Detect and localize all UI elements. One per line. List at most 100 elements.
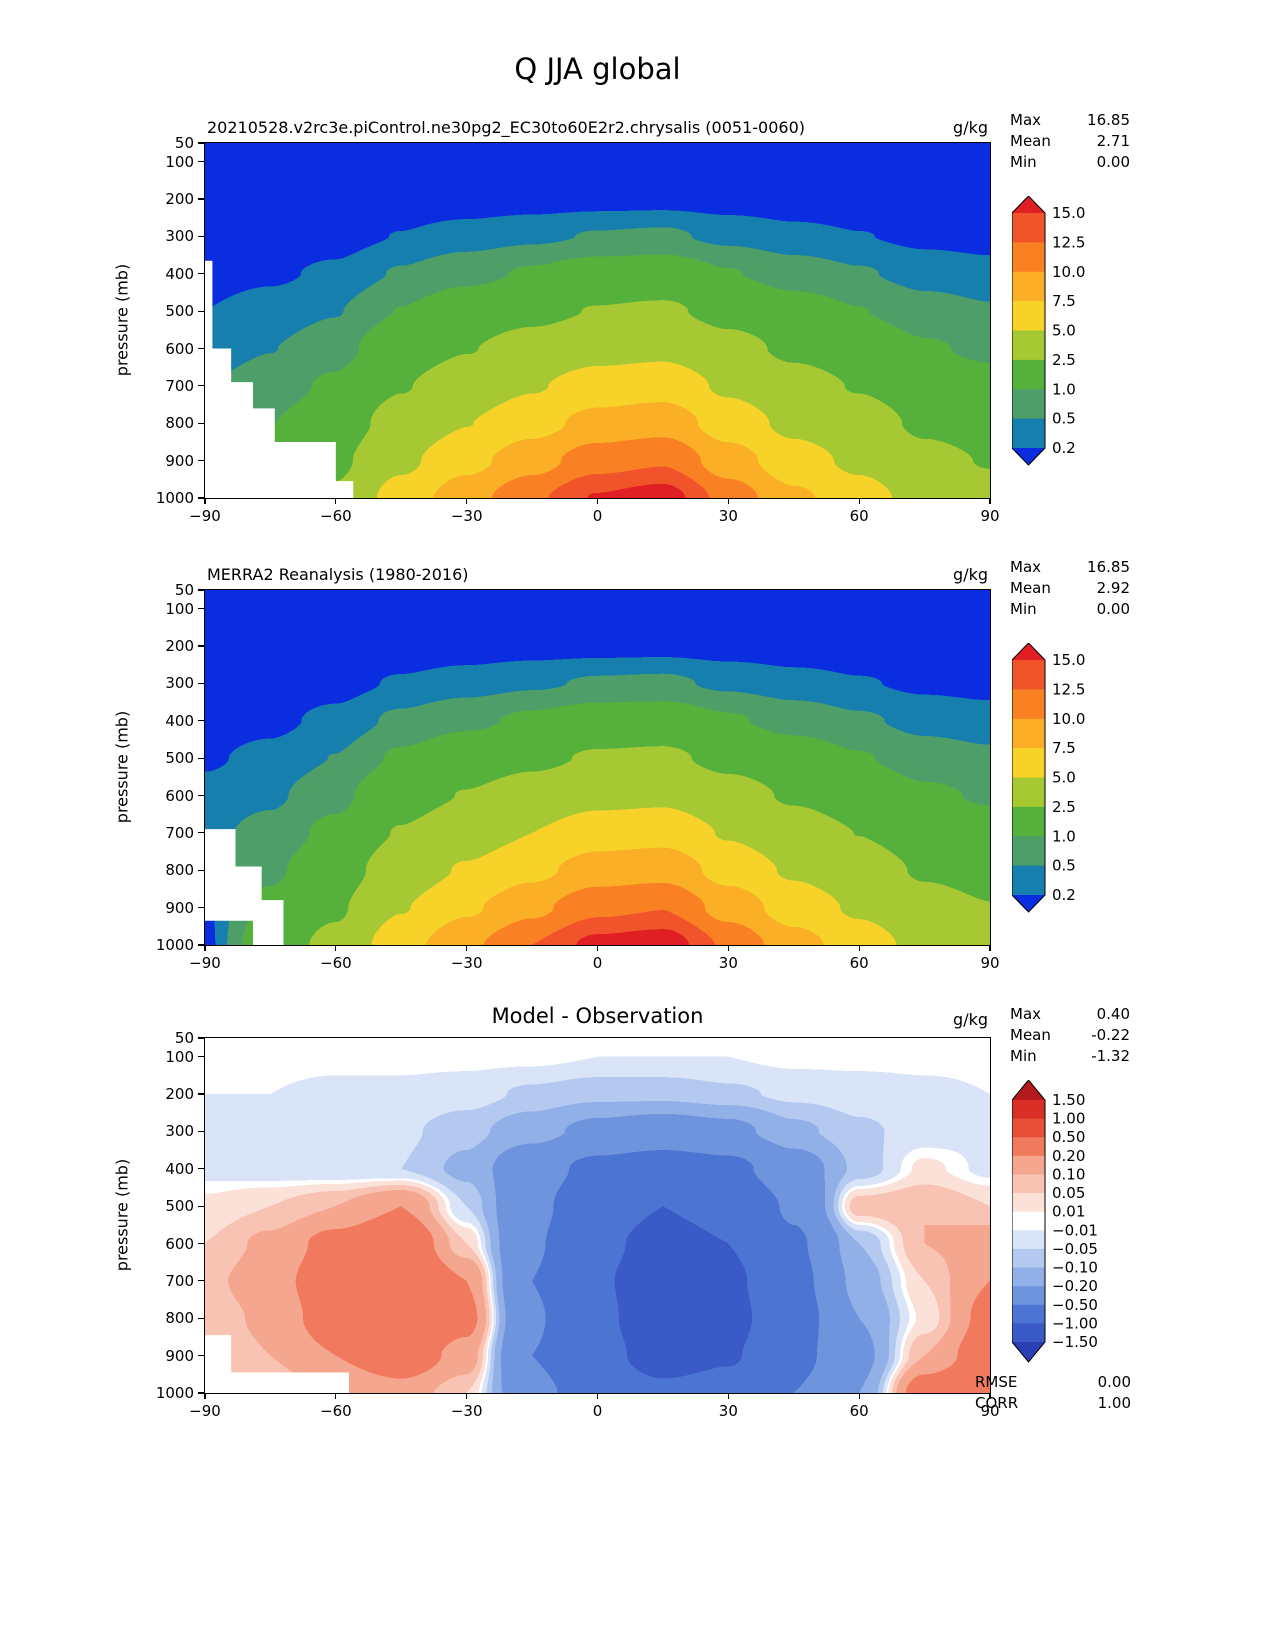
y-tick-label: 800 (165, 414, 194, 433)
y-tick (198, 1093, 204, 1095)
y-tick (198, 235, 204, 237)
x-tick-label: −30 (450, 507, 483, 525)
y-tick-label: 50 (174, 134, 194, 152)
x-tick (727, 498, 729, 504)
colorbar-tick-label: 7.5 (1052, 739, 1076, 757)
y-tick (198, 794, 204, 797)
colorbar-band (1012, 389, 1045, 420)
colorbar-tick-label: 0.20 (1052, 1147, 1085, 1165)
y-tick-label: 700 (165, 823, 194, 842)
colorbar-outline (1011, 195, 1046, 466)
y-tick-label: 300 (165, 227, 194, 246)
x-tick (989, 945, 991, 951)
x-tick (989, 498, 991, 504)
y-tick-label: 900 (165, 1346, 194, 1365)
x-tick-label: −60 (320, 507, 352, 525)
panel2-contour-canvas (205, 590, 990, 945)
colorbar-band (1012, 330, 1045, 361)
y-tick (198, 310, 204, 312)
x-tick-label: 0 (592, 1402, 603, 1420)
colorbar-band (1012, 1100, 1045, 1120)
panel3-colorbar: 1.50 1.00 0.50 0.20 0.10 0.05 0.01 −0.01 −0.05 −0… (1011, 1079, 1122, 1376)
corr-label: CORR (975, 1394, 1019, 1412)
panel1-mean-value: 2.71 (1096, 132, 1130, 150)
y-tick-label: 700 (165, 1271, 194, 1290)
colorbar-tick-label: 15.0 (1052, 204, 1085, 222)
panel3-y-axis-label: pressure (mb) (112, 1158, 132, 1272)
panel3-contour-canvas (205, 1038, 990, 1393)
panel1-contour-canvas (205, 143, 990, 498)
y-tick-label: 100 (165, 1047, 194, 1066)
y-tick (198, 142, 204, 144)
colorbar-band (1012, 1230, 1045, 1250)
colorbar-tick-label: 5.0 (1052, 322, 1076, 340)
y-tick (198, 1355, 204, 1357)
rmse-label: RMSE (975, 1373, 1018, 1391)
y-tick (198, 720, 204, 722)
y-tick (198, 944, 204, 946)
colorbar-arrow (1012, 1341, 1045, 1362)
colorbar-tick-label: 12.5 (1052, 680, 1085, 698)
colorbar-tick-label: 0.2 (1052, 439, 1076, 457)
colorbar-arrow (1012, 643, 1045, 660)
y-tick-label: 700 (165, 376, 194, 395)
colorbar-band (1012, 1248, 1045, 1268)
y-tick (198, 1037, 204, 1039)
x-tick (466, 1393, 468, 1399)
colorbar-tick-label: 0.01 (1052, 1203, 1085, 1221)
colorbar-arrow (1012, 1080, 1045, 1100)
y-tick (198, 1317, 204, 1319)
colorbar-tick-label: 5.0 (1052, 769, 1076, 787)
panel3-min-label: Min (1010, 1047, 1037, 1065)
x-tick-label: −90 (189, 1402, 221, 1420)
y-tick (198, 497, 204, 499)
panel2-units: g/kg (953, 565, 988, 584)
y-tick (198, 1168, 204, 1170)
y-tick-label: 1000 (155, 936, 194, 954)
colorbar-band (1012, 1211, 1045, 1231)
x-tick-label: −90 (189, 954, 221, 972)
panel1-min-value: 0.00 (1096, 153, 1130, 171)
x-tick-label: 90 (980, 507, 1000, 525)
panel2-y-axis-label: pressure (mb) (112, 710, 132, 824)
x-tick-label: 30 (718, 954, 738, 972)
colorbar-tick-label: −1.00 (1052, 1314, 1098, 1332)
panel1-min-label: Min (1010, 153, 1037, 171)
panel3-mean-label: Mean (1010, 1026, 1051, 1044)
x-tick-label: 90 (980, 1402, 1000, 1420)
x-tick-label: 0 (592, 507, 603, 525)
x-tick (596, 498, 599, 504)
x-tick-label: −60 (320, 1402, 352, 1420)
colorbar-tick-label: −0.20 (1052, 1277, 1098, 1295)
colorbar-svg: 1.501.000.500.200.100.050.01−0.01−0.05−0… (1011, 1079, 1098, 1363)
panel1-y-axis-label: pressure (mb) (112, 263, 132, 377)
colorbar-band (1012, 271, 1045, 302)
colorbar-arrow (1012, 448, 1045, 465)
y-tick (198, 907, 204, 909)
y-tick (198, 1280, 204, 1282)
y-tick-label: 300 (165, 674, 194, 693)
colorbar-tick-label: −1.50 (1052, 1333, 1098, 1351)
panel1-max-label: Max (1010, 111, 1042, 129)
y-tick (198, 347, 204, 350)
colorbar-tick-label: 15.0 (1052, 651, 1085, 669)
colorbar-tick-label: 0.2 (1052, 886, 1076, 904)
y-tick (198, 1130, 204, 1132)
panel2-min-label: Min (1010, 600, 1037, 618)
colorbar-tick-label: 0.5 (1052, 857, 1076, 875)
y-tick-label: 600 (165, 339, 194, 358)
y-tick-label: 100 (165, 599, 194, 618)
y-tick-label: 200 (165, 1085, 194, 1104)
colorbar-tick-label: 1.00 (1052, 1110, 1085, 1128)
x-tick-label: −60 (320, 954, 352, 972)
y-tick-label: 1000 (155, 489, 194, 507)
panel3-units: g/kg (953, 1010, 988, 1029)
colorbar-band (1012, 418, 1045, 449)
panel2-max-label: Max (1010, 558, 1042, 576)
corr-value: 1.00 (1097, 1394, 1131, 1412)
y-tick-label: 400 (165, 711, 194, 730)
x-tick (466, 945, 468, 951)
y-tick (198, 645, 204, 647)
y-tick (198, 757, 204, 759)
panel1-units: g/kg (953, 118, 988, 137)
